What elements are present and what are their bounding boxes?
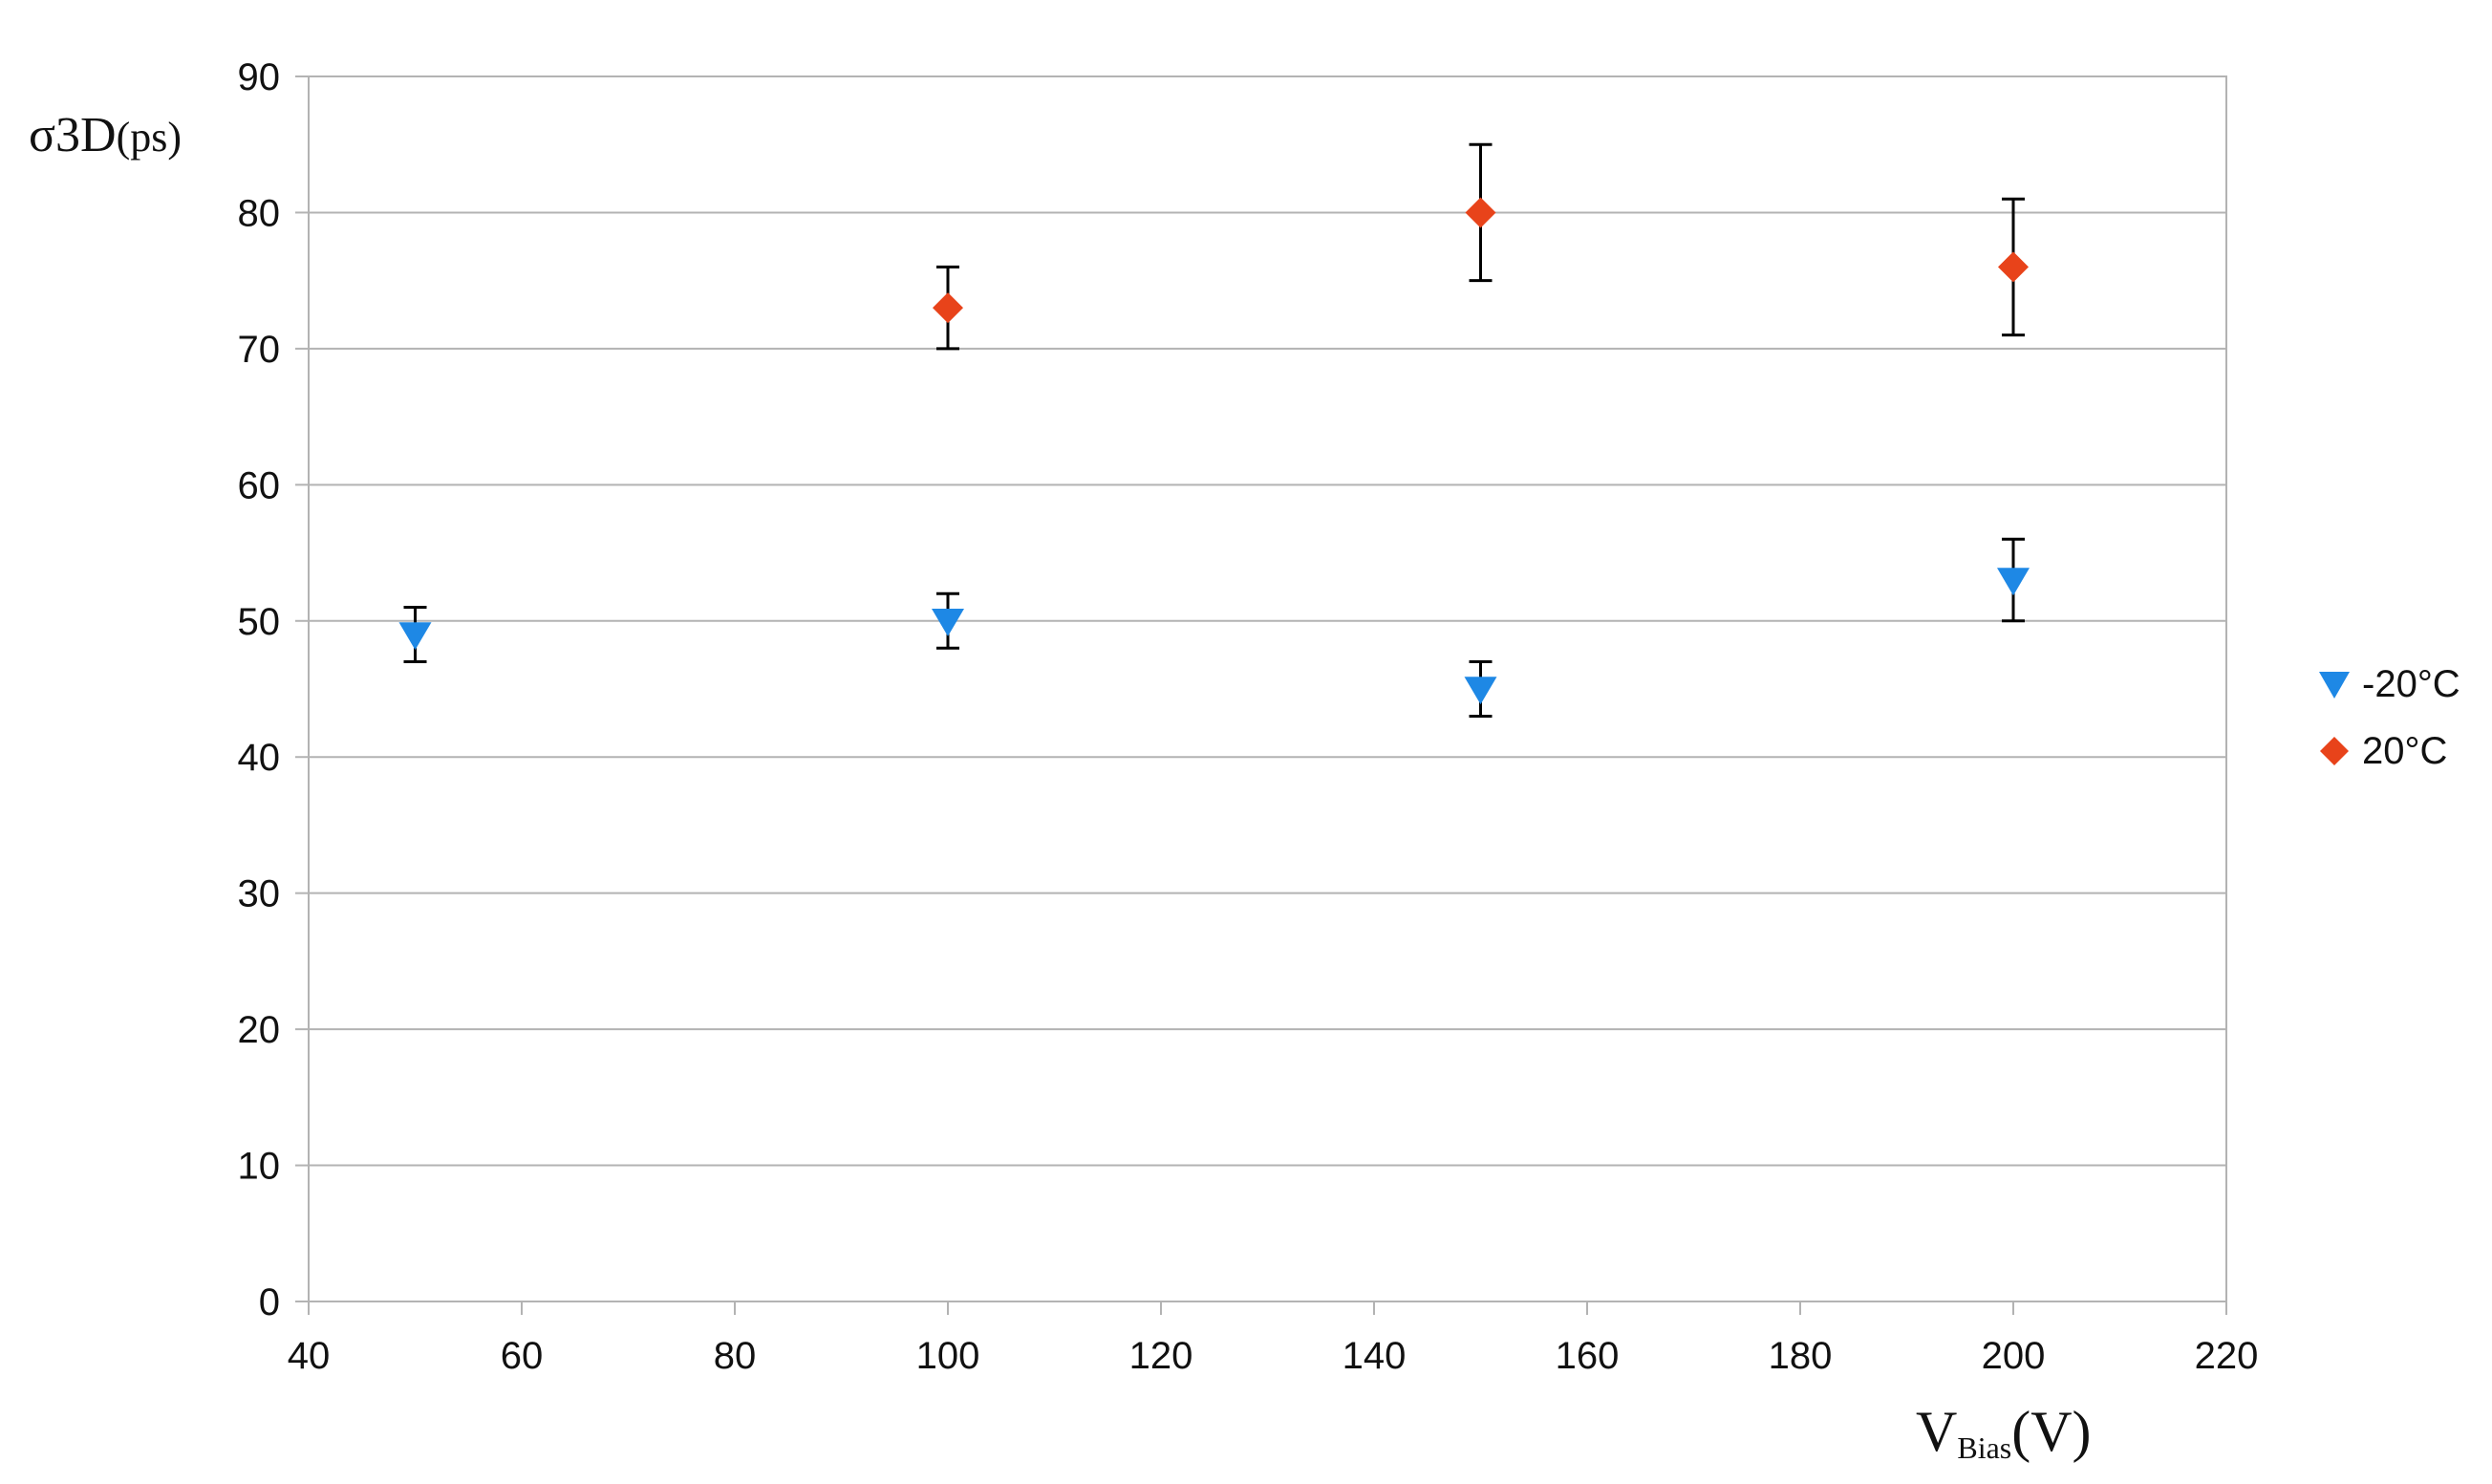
y-tick-label: 30 <box>238 873 281 915</box>
x-tick-label: 80 <box>714 1335 757 1377</box>
y-tick-label: 0 <box>259 1281 280 1323</box>
x-tick-label: 120 <box>1129 1335 1193 1377</box>
legend-label-minus-20c: -20°C <box>2362 663 2460 705</box>
x-tick-label: 220 <box>2195 1335 2259 1377</box>
data-point-series-1 <box>1998 251 2029 283</box>
triangle-down-icon <box>2319 672 2350 699</box>
data-points <box>398 197 2030 705</box>
legend-item-20c: 20°C <box>2320 730 2447 772</box>
y-tick-label: 80 <box>238 192 281 234</box>
data-point-series-1 <box>933 292 963 324</box>
y-axis-title-unit: (ps) <box>117 114 182 161</box>
y-tick-label: 40 <box>238 737 281 779</box>
x-tick-label: 200 <box>1982 1335 2046 1377</box>
y-tick-label: 10 <box>238 1146 281 1188</box>
y-tick-label: 50 <box>238 601 281 643</box>
diamond-icon <box>2320 737 2349 765</box>
x-tick-label: 100 <box>916 1335 980 1377</box>
x-axis-title-main: V <box>1916 1400 1957 1463</box>
x-tick-label: 140 <box>1343 1335 1407 1377</box>
data-point-series-0 <box>1997 568 2030 596</box>
x-tick-label: 180 <box>1769 1335 1833 1377</box>
y-tick-label: 70 <box>238 329 281 371</box>
legend: -20°C 20°C <box>2319 663 2460 772</box>
y-axis-title-main: σ3D <box>29 108 117 162</box>
tick-labels: 0 10 20 30 40 50 60 70 80 90 40 60 80 100 120 140 160 180… <box>238 56 2259 1377</box>
x-tick-label: 160 <box>1556 1335 1620 1377</box>
data-point-series-0 <box>398 622 432 651</box>
legend-item-minus-20c: -20°C <box>2319 663 2460 705</box>
x-axis-title: VBias(V) <box>1916 1400 2092 1465</box>
legend-label-20c: 20°C <box>2362 730 2447 772</box>
x-axis-title-unit: (V) <box>2011 1400 2091 1463</box>
y-tick-label: 20 <box>238 1009 281 1051</box>
data-point-series-0 <box>932 609 964 636</box>
data-point-series-0 <box>1464 677 1497 705</box>
y-tick-label: 90 <box>238 56 281 98</box>
y-axis-title: σ3D(ps) <box>29 108 182 162</box>
plot-frame <box>308 75 2227 1302</box>
x-tick-label: 40 <box>288 1335 331 1377</box>
axes <box>295 75 2227 1315</box>
y-tick-label: 60 <box>238 464 281 506</box>
x-axis-title-subscript: Bias <box>1957 1430 2011 1465</box>
data-point-series-1 <box>1465 197 1496 228</box>
x-tick-label: 60 <box>501 1335 544 1377</box>
